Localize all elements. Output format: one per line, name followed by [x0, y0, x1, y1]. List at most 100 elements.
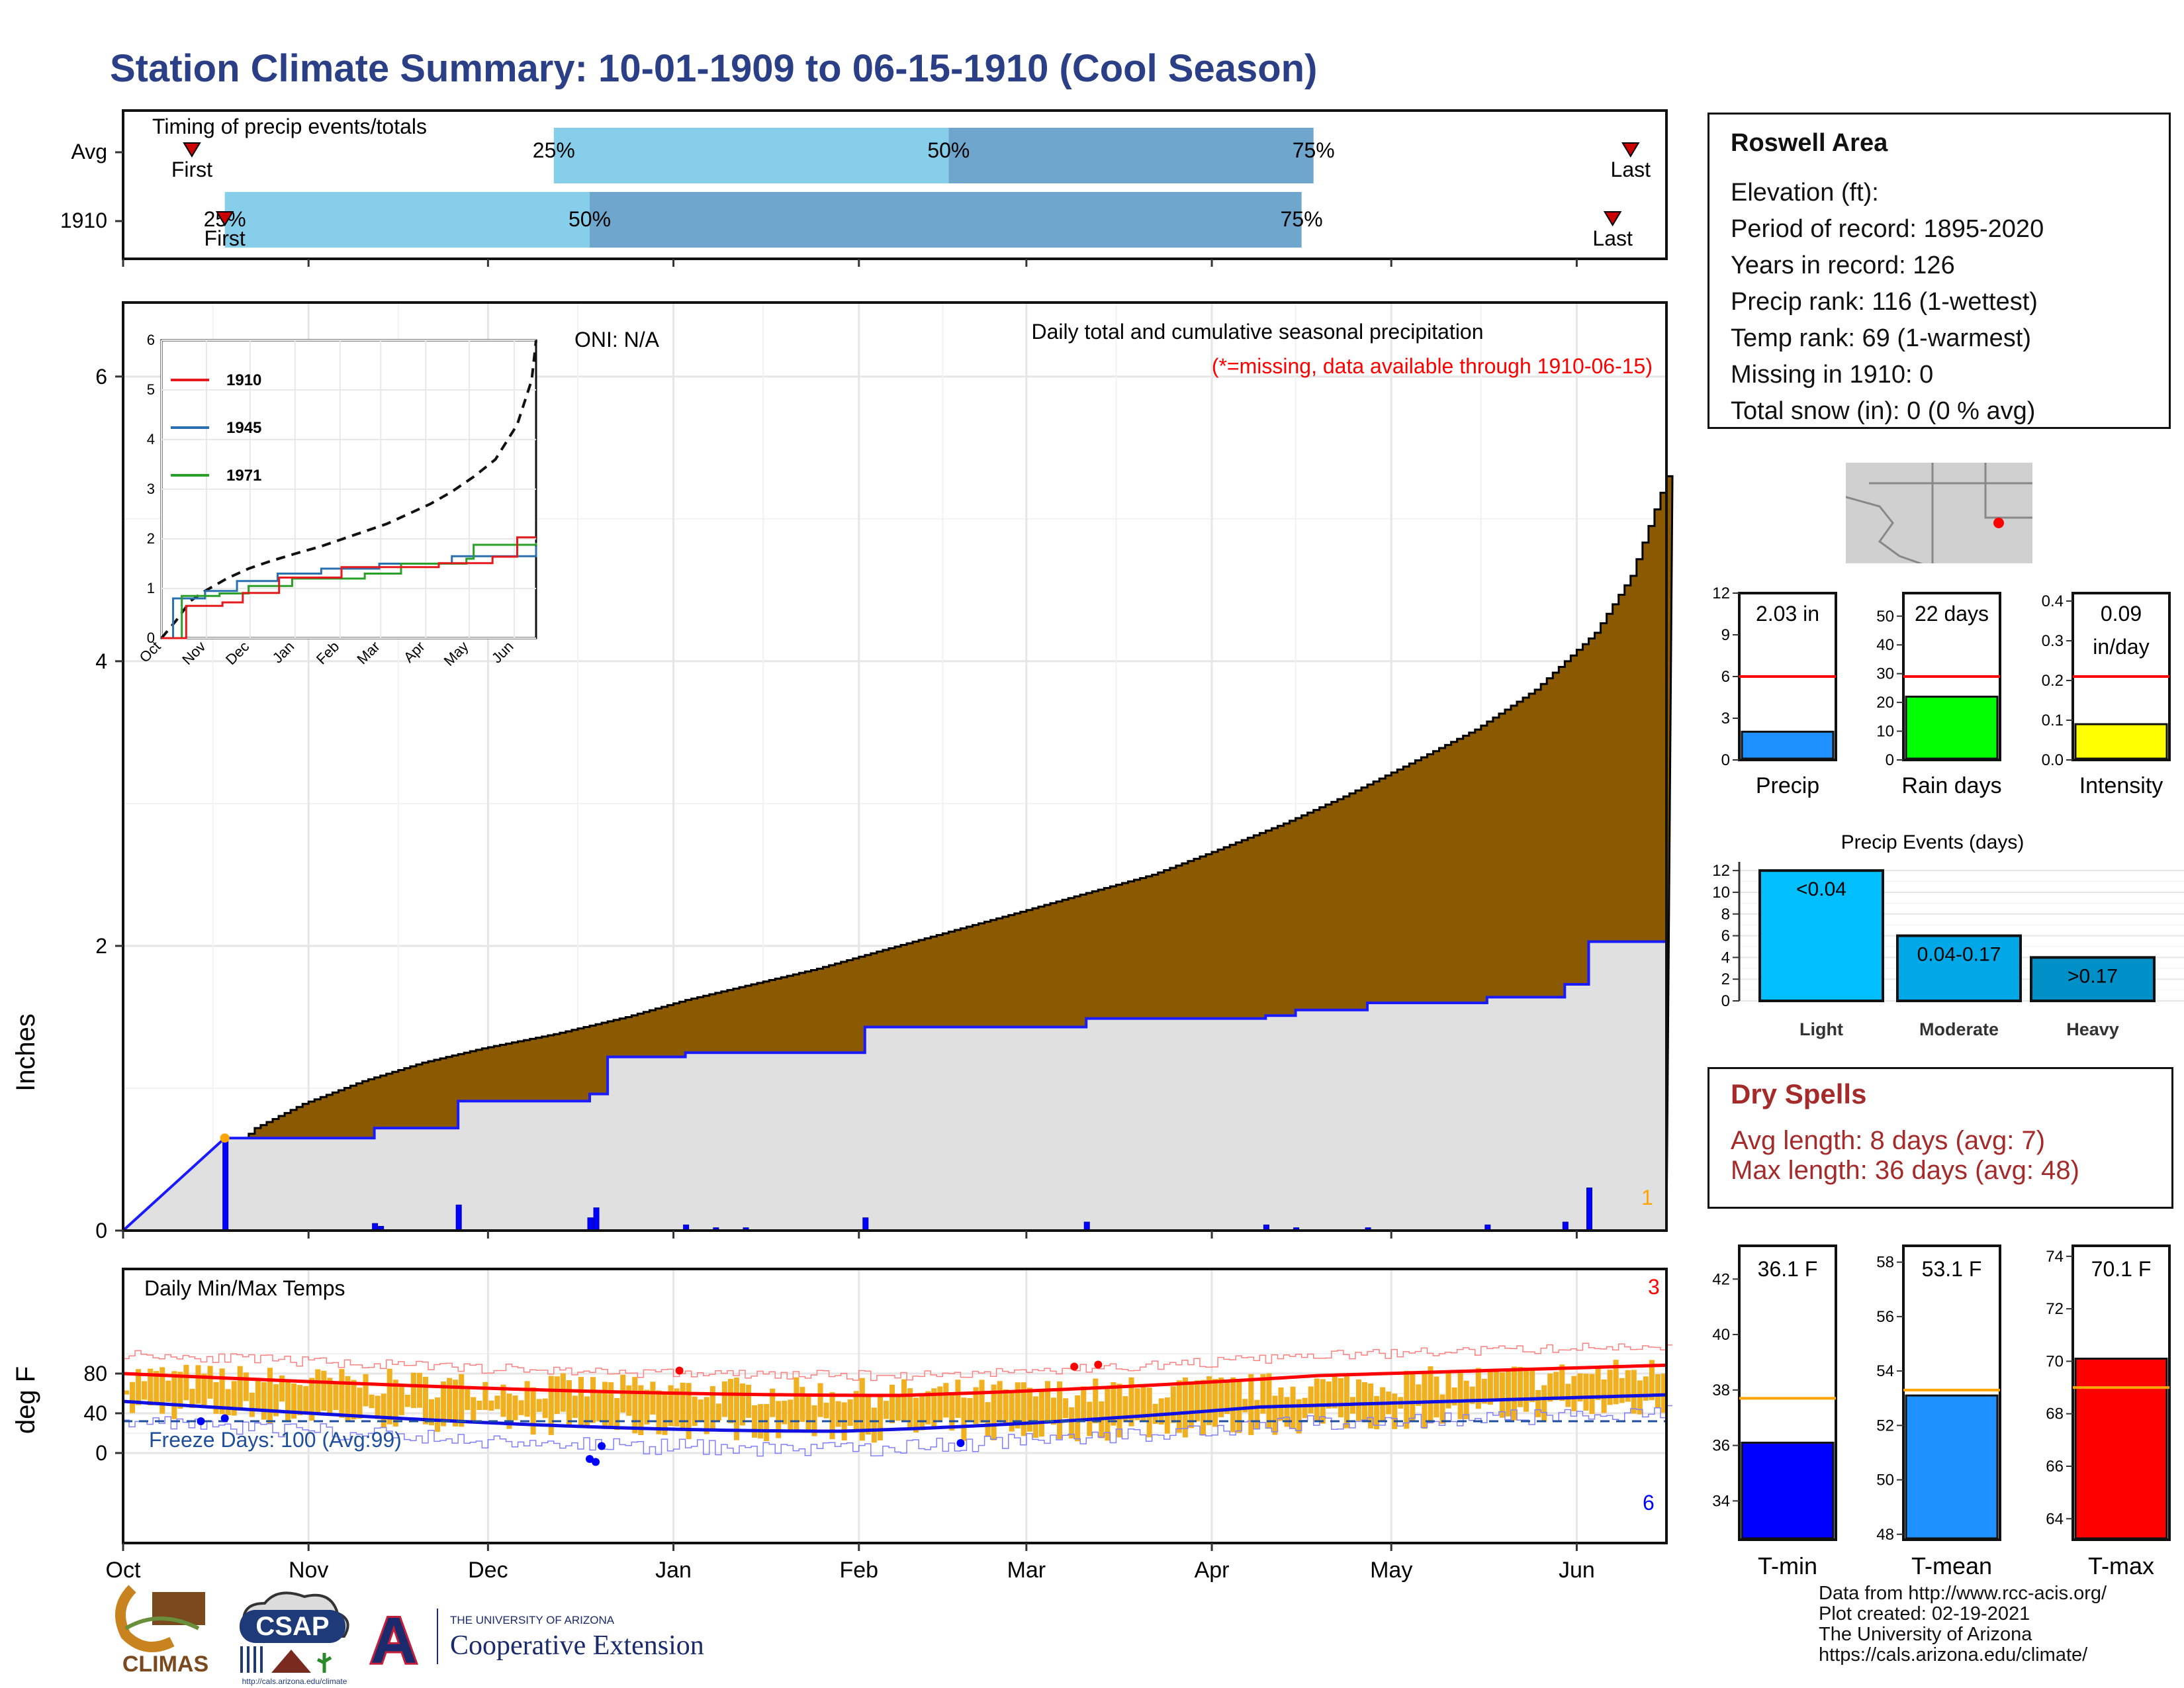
daily-temp-bar — [776, 1401, 782, 1438]
footer-line: The University of Arizona — [1819, 1624, 2032, 1645]
month-label: Apr — [1195, 1558, 1230, 1583]
station-info-line: Temp rank: 69 (1-warmest) — [1731, 324, 2032, 352]
daily-temp-bar — [823, 1403, 829, 1419]
missing-data-marker — [220, 1133, 230, 1143]
daily-temp-bar — [1218, 1377, 1224, 1417]
temp-summary-y-tick-label: 54 — [1876, 1362, 1894, 1380]
record-high-marker — [675, 1366, 684, 1375]
daily-temp-bar — [715, 1403, 721, 1421]
footer-credits: Data from http://www.rcc-acis.org/Plot c… — [1819, 1583, 2107, 1665]
timing-row-label: 1910 — [60, 209, 107, 232]
temp-summary-y-tick-label: 72 — [2046, 1300, 2064, 1318]
daily-temp-bar — [201, 1374, 207, 1407]
daily-temp-bar — [1248, 1374, 1254, 1435]
daily-temp-bar — [799, 1387, 805, 1423]
daily-temp-bar — [1661, 1374, 1666, 1413]
daily-temp-bar — [1607, 1370, 1613, 1405]
daily-temp-bar — [392, 1380, 398, 1427]
events-y-tick-label: 0 — [1721, 992, 1730, 1010]
daily-temp-bar — [506, 1393, 512, 1429]
last-event-marker — [1603, 211, 1622, 226]
daily-temp-bar — [709, 1385, 715, 1430]
events-y-tick-label: 4 — [1721, 949, 1730, 966]
daily-temp-bar — [907, 1388, 913, 1429]
daily-temp-bar — [901, 1379, 907, 1423]
daily-temp-bar — [165, 1380, 171, 1402]
precip-note2: (*=missing, data available through 1910-… — [1212, 354, 1653, 378]
daily-temp-bar — [207, 1366, 213, 1399]
daily-temp-bar — [1655, 1374, 1661, 1408]
daily-temp-bar — [477, 1401, 482, 1410]
daily-temp-bar — [698, 1399, 704, 1422]
daily-temp-bar — [1032, 1396, 1038, 1438]
daily-temp-bar — [375, 1395, 381, 1419]
daily-temp-bar — [130, 1382, 136, 1413]
record-high-marker — [1070, 1362, 1079, 1371]
summary-bars: 0 3 6 9 12 2.03 in Precip 0 10 20 30 40 50 22 days Rai… — [1712, 585, 2171, 798]
daily-temp-bar — [333, 1382, 339, 1410]
first-event-marker — [215, 211, 234, 226]
daily-temp-bar — [1637, 1380, 1643, 1415]
first-event-marker — [183, 142, 201, 158]
daily-temp-bar — [788, 1399, 794, 1430]
summary-value-unit: in/day — [2093, 635, 2149, 659]
daily-temp-bar — [1368, 1383, 1374, 1429]
daily-temp-bar — [1038, 1390, 1044, 1437]
daily-temp-bar — [1188, 1383, 1194, 1429]
timing-bar-q3 — [590, 192, 1302, 248]
daily-temp-bar — [638, 1385, 644, 1436]
inset-y-tick-label: 2 — [147, 530, 155, 547]
csap-logo: CSAP http://cals.arizona.edu/climate — [240, 1591, 349, 1686]
daily-temp-bar — [512, 1395, 518, 1421]
daily-temp-bar — [1410, 1374, 1416, 1422]
daily-temp-bar — [1081, 1386, 1087, 1419]
daily-temp-bar — [459, 1374, 465, 1427]
daily-temp-bar — [471, 1397, 477, 1421]
daily-temp-bar — [1481, 1378, 1487, 1404]
summary-value-label: 22 days — [1915, 602, 1989, 626]
daily-temp-bar — [488, 1400, 494, 1411]
summary-y-tick-label: 9 — [1721, 626, 1730, 644]
daily-temp-bar — [1529, 1368, 1535, 1403]
summary-y-tick-label: 30 — [1876, 665, 1894, 683]
daily-temp-bar — [1230, 1377, 1236, 1432]
inset-y-tick-label: 6 — [147, 332, 155, 348]
daily-temp-bar — [1338, 1378, 1343, 1418]
summary-y-tick-label: 0 — [1721, 751, 1730, 769]
daily-temp-bar — [1170, 1386, 1176, 1423]
daily-temp-bar — [1439, 1394, 1445, 1424]
record-low-marker — [586, 1455, 594, 1463]
precip-y-tick-label: 0 — [95, 1219, 107, 1243]
daily-temp-bar — [686, 1383, 692, 1440]
daily-temp-bar — [727, 1379, 733, 1423]
daily-temp-bar — [237, 1366, 243, 1409]
daily-temp-bar — [1105, 1387, 1111, 1441]
daily-temp-bar — [435, 1397, 441, 1432]
daily-temp-bar — [931, 1388, 937, 1427]
daily-temp-bar — [770, 1388, 776, 1417]
daily-temp-bar — [656, 1390, 662, 1434]
daily-temp-bar — [919, 1393, 925, 1430]
daily-temp-bar — [542, 1398, 548, 1419]
temp-chart: 0 40 80 Oct Nov Dec Jan Feb Mar Apr May Jun Daily M… — [11, 1268, 1673, 1583]
daily-temp-bar — [1547, 1373, 1553, 1402]
daily-temp-bar — [1206, 1376, 1212, 1425]
daily-temp-bar — [369, 1394, 375, 1409]
daily-temp-bar — [1111, 1382, 1116, 1426]
daily-temp-bar — [1493, 1370, 1499, 1401]
daily-temp-bar — [142, 1381, 148, 1400]
daily-temp-bar — [279, 1375, 285, 1402]
daily-temp-bar — [847, 1399, 853, 1426]
daily-temp-bar — [387, 1368, 392, 1425]
daily-temp-bar — [1595, 1368, 1601, 1400]
daily-temp-bar — [937, 1386, 943, 1421]
daily-temp-bar — [213, 1382, 219, 1414]
daily-temp-bar — [626, 1385, 632, 1416]
temperature-summary-bars: 34 36 38 40 42 36.1 F T-min 48 50 52 54 56 58 53.1 F T… — [1712, 1244, 2171, 1579]
daily-temp-bar — [297, 1385, 303, 1415]
precip-event-label: Light — [1799, 1019, 1843, 1039]
daily-temp-bar — [1140, 1384, 1146, 1421]
daily-temp-bar — [1577, 1373, 1583, 1402]
daily-temp-bar — [650, 1382, 656, 1415]
daily-temp-bar — [991, 1384, 997, 1440]
